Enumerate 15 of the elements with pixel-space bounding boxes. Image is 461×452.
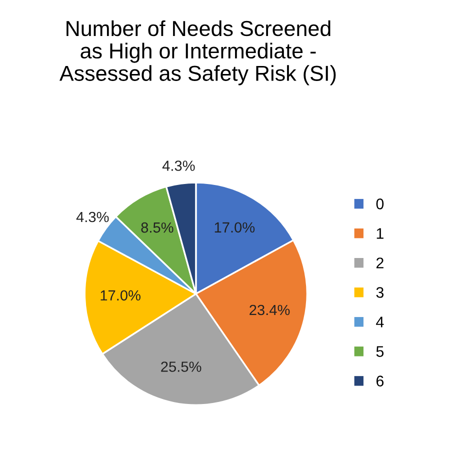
data-label: 8.5% bbox=[141, 222, 174, 233]
legend-label: 5 bbox=[376, 346, 384, 357]
data-label: 4.3% bbox=[76, 212, 109, 222]
legend-label: 0 bbox=[376, 198, 384, 210]
legend-label: 4 bbox=[376, 316, 384, 328]
data-label: 17.0% bbox=[100, 290, 140, 301]
chart-title: Number of Needs Screened as High or Intermediate - Assessed as Safety Risk (SI) bbox=[60, 20, 336, 86]
legend-label: 2 bbox=[376, 258, 384, 268]
data-label: 23.4% bbox=[250, 304, 290, 316]
data-label: 25.5% bbox=[161, 362, 202, 372]
data-label: 4.3% bbox=[162, 160, 195, 171]
legend-label: 1 bbox=[376, 228, 384, 239]
legend-label: 6 bbox=[376, 376, 384, 386]
legend-label: 3 bbox=[376, 287, 384, 298]
data-label: 17.0% bbox=[214, 222, 255, 233]
